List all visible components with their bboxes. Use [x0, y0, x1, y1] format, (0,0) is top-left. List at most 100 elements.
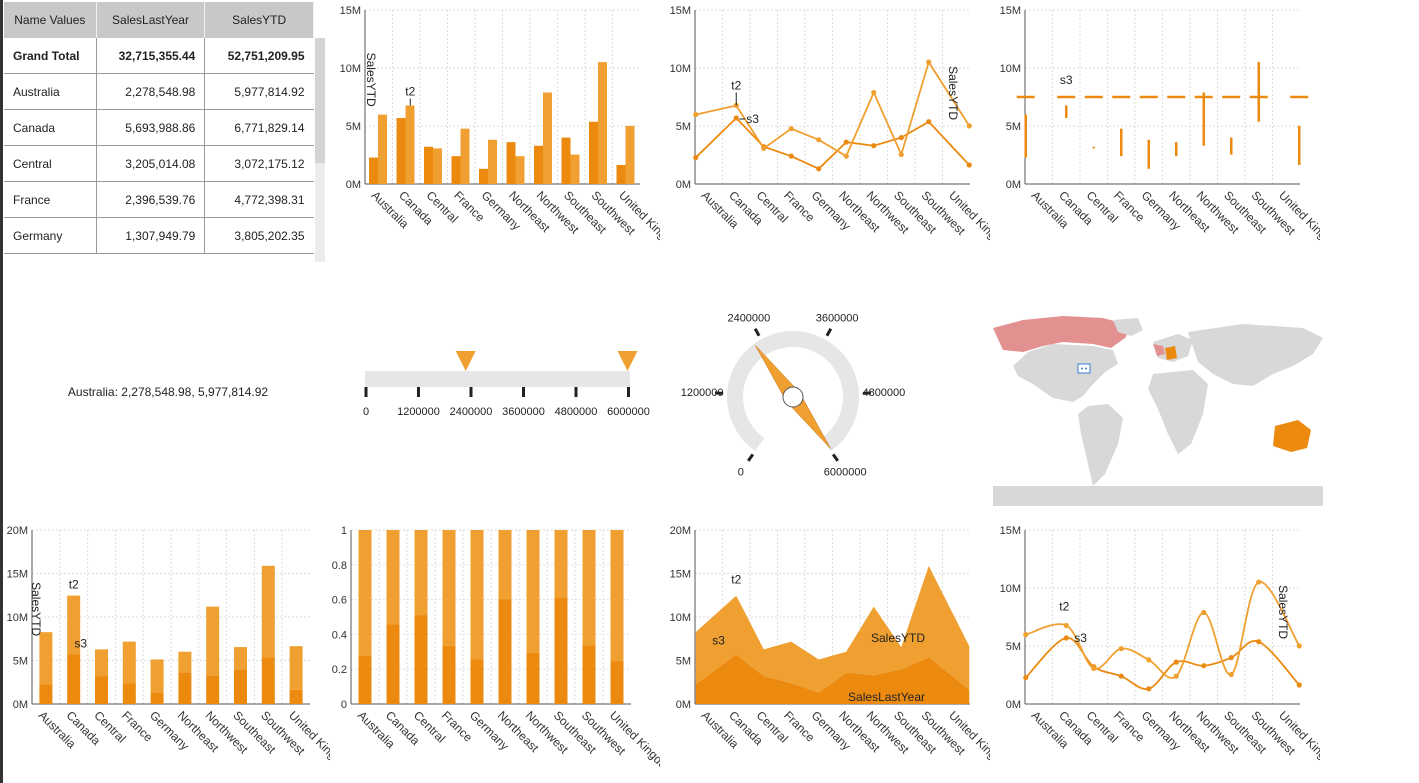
- table-cell-ytd: 4,772,398.31: [204, 181, 314, 218]
- data-point: [816, 137, 822, 143]
- data-point: [1256, 639, 1262, 645]
- bar-salesytd: [543, 92, 552, 184]
- table-cell-last: 32,715,355.44: [95, 38, 205, 74]
- bar-saleslastyear-share: [442, 645, 456, 704]
- table-cell-last: 2,278,548.98: [95, 73, 205, 110]
- table-cell-name: Australia: [4, 73, 97, 110]
- table-cell-last: 2,396,539.76: [95, 181, 205, 218]
- bar-saleslastyear: [206, 675, 220, 704]
- y-tick-label: 0M: [13, 699, 28, 711]
- data-point: [1091, 665, 1097, 671]
- data-point: [1296, 643, 1302, 649]
- canada-shape: [993, 316, 1133, 352]
- gauge-tick-label: 0: [738, 467, 744, 479]
- gauge-tick: [825, 328, 833, 337]
- area-saleslastyear: [695, 654, 970, 704]
- table-scrollbar-thumb[interactable]: [315, 38, 325, 163]
- gauge-tick-label: 1200000: [681, 387, 724, 399]
- bar-saleslastyear: [396, 117, 406, 184]
- data-point: [1146, 657, 1152, 663]
- gauge-hub: [782, 386, 804, 408]
- gauge-tick-label: 4800000: [555, 406, 598, 418]
- france-germany-shape: [1165, 346, 1177, 360]
- bar-saleslastyear-share: [610, 661, 624, 704]
- y-tick-label: 20M: [7, 525, 28, 537]
- bar-salesytd-share: [610, 530, 624, 662]
- gauge-tick-label: 0: [363, 406, 369, 418]
- column-header[interactable]: Name Values: [4, 2, 97, 38]
- bar-salesytd: [261, 565, 275, 658]
- bar-salesytd: [598, 62, 607, 184]
- series-line-saleslastyear: [695, 116, 970, 170]
- column-header[interactable]: SalesYTD: [204, 2, 314, 38]
- bar-salesytd: [206, 606, 220, 676]
- data-point: [843, 153, 849, 159]
- bar-saleslastyear: [39, 684, 53, 704]
- y-tick-label: 5M: [1006, 641, 1021, 653]
- comment-icon: [1077, 363, 1091, 374]
- data-point: [843, 139, 849, 145]
- table-row[interactable]: Germany 1,307,949.79 3,805,202.35: [4, 217, 314, 254]
- bar-saleslastyear-share: [526, 652, 540, 704]
- table-row[interactable]: France 2,396,539.76 4,772,398.31: [4, 181, 314, 218]
- asia-shape: [1188, 324, 1323, 386]
- data-annotation: t2: [405, 84, 415, 98]
- bar-salesytd-share: [414, 530, 428, 616]
- y-tick-label: 0M: [676, 179, 691, 191]
- y-tick-label: 0M: [676, 699, 691, 711]
- data-point: [788, 126, 794, 132]
- table-row[interactable]: Canada 5,693,988.86 6,771,829.14: [4, 109, 314, 146]
- data-point: [1228, 671, 1234, 678]
- series-label: SalesLastYear: [848, 690, 925, 704]
- bar-salesytd-share: [554, 530, 568, 598]
- y-tick-label: 0M: [346, 179, 361, 191]
- y-tick-label: 10M: [670, 63, 691, 75]
- bar-salesytd: [378, 114, 387, 184]
- world-map[interactable]: [993, 314, 1323, 506]
- uk-shape: [1153, 344, 1165, 356]
- comment-icon-dot: [1081, 367, 1083, 370]
- gauge-tick: [522, 387, 525, 397]
- bar-salesytd-share: [386, 530, 400, 625]
- data-annotation: t2: [1059, 599, 1069, 613]
- data-annotation: SalesYTD: [364, 53, 378, 107]
- table-row[interactable]: Australia 2,278,548.98 5,977,814.92: [4, 73, 314, 110]
- bar-salesytd: [460, 128, 470, 184]
- gauge-tick: [574, 387, 578, 397]
- y-tick-label: 0.4: [332, 629, 347, 641]
- data-point: [1146, 686, 1152, 692]
- comment-icon-dot: [1085, 367, 1087, 370]
- gauge-tick: [747, 453, 755, 462]
- y-tick-label: 0.2: [332, 664, 347, 676]
- bar-saleslastyear: [534, 145, 543, 184]
- bar-saleslastyear: [616, 164, 626, 184]
- data-point: [1118, 673, 1124, 679]
- bar-saleslastyear: [261, 657, 275, 704]
- data-point: [898, 151, 904, 158]
- data-point: [693, 154, 699, 161]
- y-tick-label: 20M: [670, 525, 691, 537]
- bar-saleslastyear: [589, 121, 598, 184]
- bar-salesytd: [67, 595, 81, 655]
- percent-stacked-bar-chart: 00.20.40.60.81AustraliaCanadaCentralFran…: [332, 525, 660, 779]
- table-cell-last: 1,307,949.79: [95, 217, 205, 254]
- bar-salesytd-share: [470, 530, 484, 660]
- bar-saleslastyear: [234, 669, 247, 704]
- y-tick-label: 15M: [1000, 5, 1021, 17]
- bar-saleslastyear-share: [414, 615, 428, 704]
- column-header[interactable]: SalesLastYear: [96, 2, 206, 38]
- data-point: [1023, 632, 1029, 638]
- south-america-shape: [1078, 404, 1123, 486]
- bar-salesytd-share: [498, 530, 512, 600]
- gauge-tick: [469, 387, 473, 397]
- table-cell-ytd: 6,771,829.14: [204, 109, 314, 146]
- data-annotation: t2: [69, 578, 79, 592]
- data-point: [1023, 674, 1029, 681]
- table-row[interactable]: Central 3,205,014.08 3,072,175.12: [4, 145, 314, 182]
- selection-label: Australia: 2,278,548.98, 5,977,814.92: [67, 385, 269, 399]
- bar-saleslastyear: [369, 157, 378, 184]
- data-annotation: t2: [731, 78, 741, 92]
- gauge-tick-label: 6000000: [824, 467, 867, 479]
- data-point: [1063, 622, 1069, 629]
- table-row[interactable]: Grand Total 32,715,355.44 52,751,209.95: [4, 38, 314, 74]
